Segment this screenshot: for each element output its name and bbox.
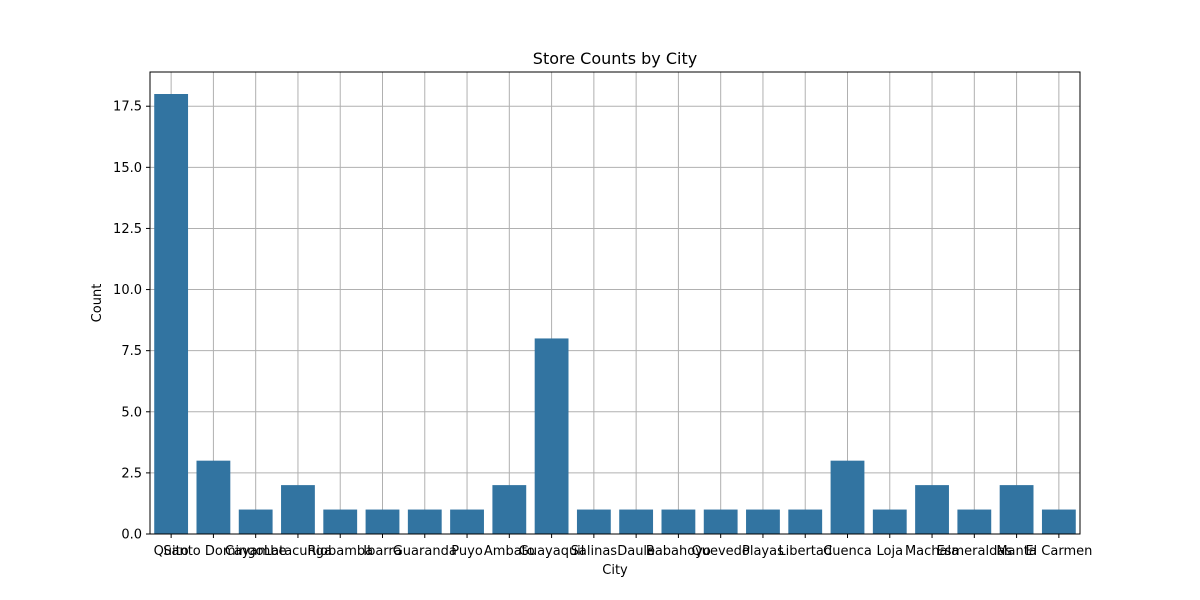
bar [238, 509, 273, 534]
y-tick-label: 2.5 [121, 466, 142, 481]
x-tick-label: Machala [905, 544, 959, 559]
bar [365, 509, 400, 534]
x-tick-label: Daule [617, 544, 655, 559]
bar [661, 509, 696, 534]
bar [788, 509, 823, 534]
bar [830, 460, 865, 534]
y-tick-label: 12.5 [113, 222, 142, 237]
y-tick-label: 0.0 [121, 528, 142, 543]
x-tick-label: Quito [154, 544, 189, 559]
bar [407, 509, 442, 534]
y-axis-title: Count [90, 284, 105, 323]
x-tick-label: Manta [996, 544, 1037, 559]
x-tick-label: Babahoyo [646, 544, 711, 559]
plot-frame [149, 71, 1081, 535]
bar [957, 509, 992, 534]
bar [915, 485, 949, 534]
x-tick-label: Playas [742, 544, 784, 559]
x-tick-label: Guaranda [393, 544, 457, 559]
y-ticks: 0.0 2.5 5.0 7.5 10.0 12.5 15.0 17.5 [113, 100, 150, 543]
y-tick-label: 5.0 [121, 405, 142, 420]
x-tick-label: Ibarra [363, 544, 401, 559]
bar [619, 509, 654, 534]
bar [154, 94, 189, 534]
bar [450, 509, 484, 534]
bar [492, 485, 527, 534]
bar [534, 338, 569, 534]
x-tick-label: Salinas [571, 544, 618, 559]
y-tick-label: 10.0 [113, 283, 142, 298]
bars [154, 94, 1076, 534]
bar [323, 509, 358, 534]
x-tick-label: Cayambe [225, 544, 287, 559]
x-axis-title: City [602, 563, 628, 578]
x-tick-label: Loja [876, 544, 903, 559]
bar [872, 509, 907, 534]
x-tick-label: Puyo [451, 544, 483, 559]
chart-title: Store Counts by City [533, 49, 697, 68]
x-tick-label: Esmeraldas [937, 544, 1013, 559]
y-tick-label: 17.5 [113, 100, 142, 115]
bar [281, 485, 315, 534]
bar [576, 509, 611, 534]
x-tick-label: Latacunga [264, 544, 332, 559]
y-tick-label: 15.0 [113, 161, 142, 176]
x-tick-label: Riobamba [307, 544, 373, 559]
bar [196, 460, 231, 534]
bar [1041, 509, 1076, 534]
x-tick-label: Ambato [484, 544, 535, 559]
y-tick-label: 7.5 [121, 344, 142, 359]
x-tick-label: El Carmen [1025, 544, 1092, 559]
x-tick-label: Santo Domingo [163, 544, 263, 559]
bar [999, 485, 1034, 534]
bar [746, 509, 780, 534]
x-tick-label: Guayaquil [519, 544, 585, 559]
grid-lines [150, 72, 1080, 535]
x-tick-label: Cuenca [823, 544, 872, 559]
x-tick-label: Libertad [778, 544, 832, 559]
x-tick-label: Quevedo [691, 544, 749, 559]
bar [703, 509, 738, 534]
